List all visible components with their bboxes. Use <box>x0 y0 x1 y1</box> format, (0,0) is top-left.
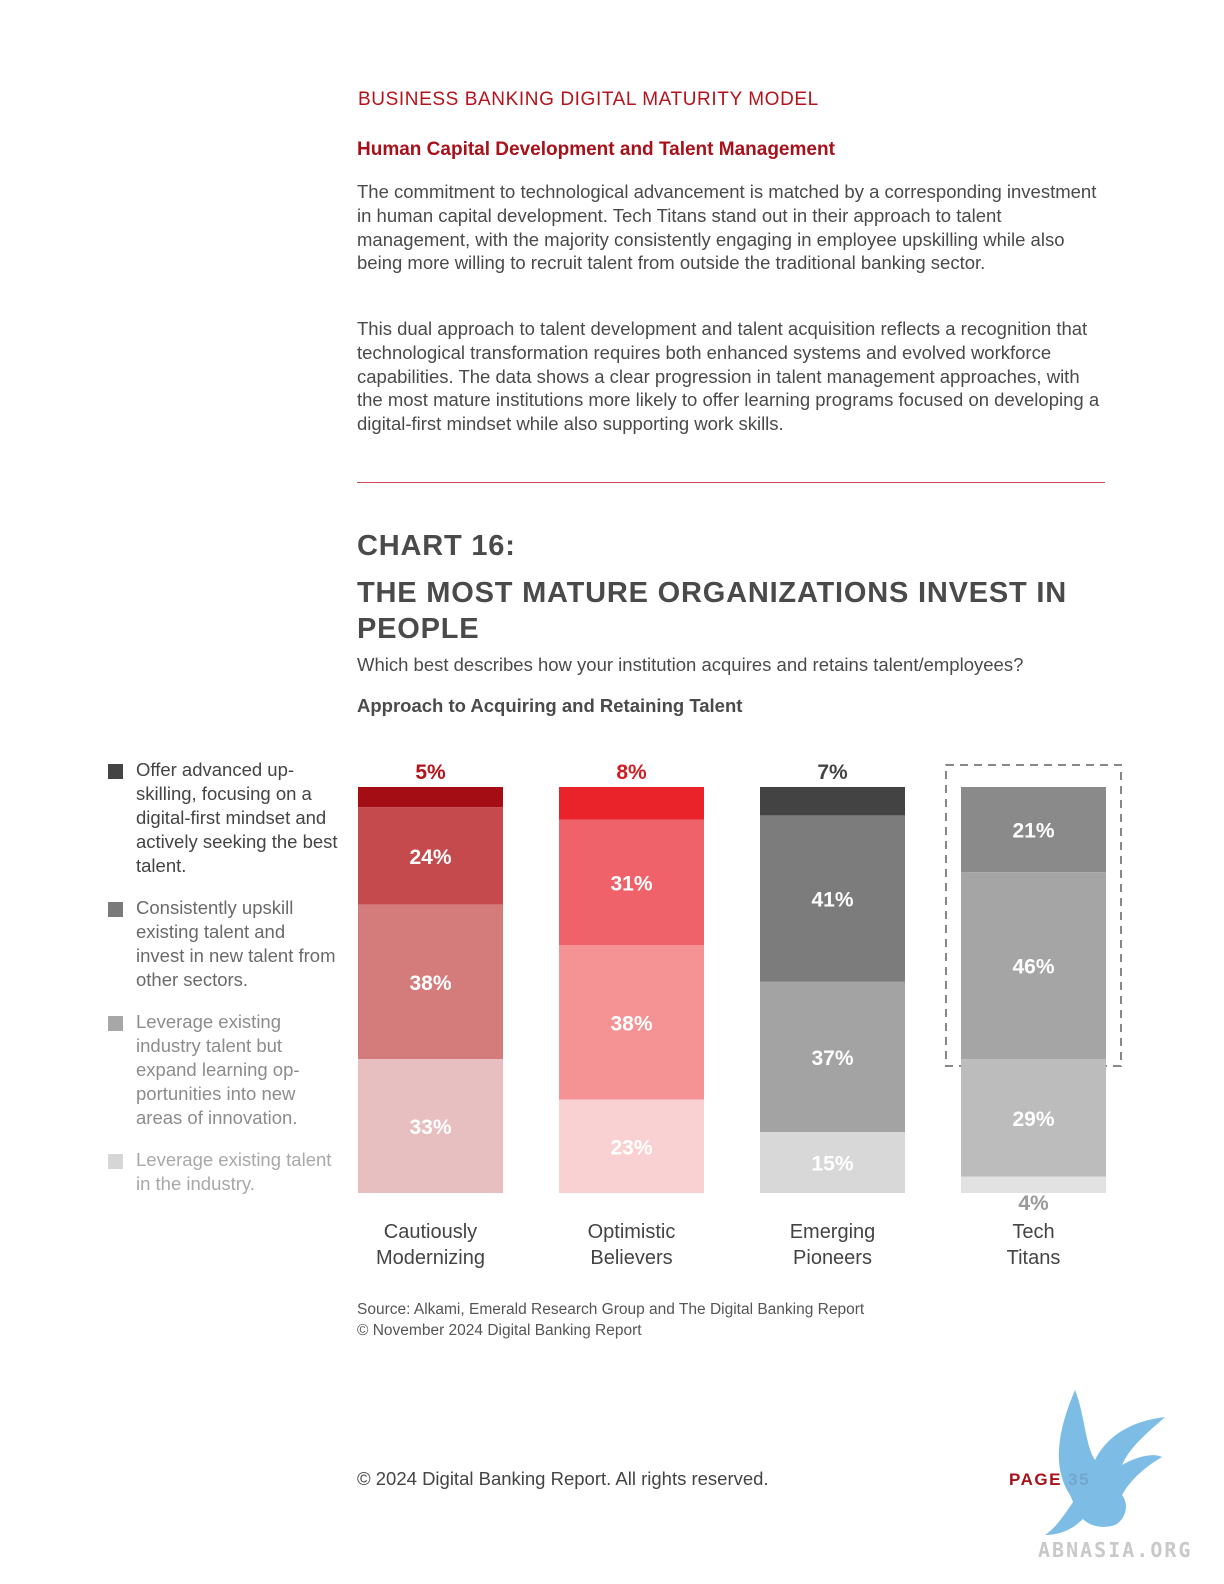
category-label: Titans <box>1007 1247 1061 1269</box>
chart-title: THE MOST MATURE ORGANIZATIONS INVEST IN … <box>357 577 1068 645</box>
data-label: 8% <box>616 761 647 784</box>
data-label: 21% <box>1012 820 1054 843</box>
data-label: 37% <box>811 1047 853 1070</box>
stacked-bar-chart: 5% 24% 38% 33% Cautiously Modernizing 8% 31% 38%… <box>358 761 1122 1269</box>
legend-swatch <box>108 902 123 917</box>
category-label: Believers <box>590 1247 672 1269</box>
section-heading: Human Capital Development and Talent Man… <box>357 139 835 160</box>
watermark-text: ABNASIA.ORG <box>1038 1538 1192 1562</box>
legend-label: Consistently upskill existing talent and… <box>136 897 336 990</box>
bar-segment <box>760 981 905 1133</box>
bar-segment <box>760 815 905 982</box>
griffin-icon <box>1045 1390 1165 1535</box>
category-label: Tech <box>1012 1221 1054 1243</box>
category-label: Modernizing <box>376 1247 485 1269</box>
bar-segment <box>760 787 905 816</box>
legend-swatch <box>108 1154 123 1169</box>
body-paragraph-1: The commitment to technological advancem… <box>357 181 1097 274</box>
source-line: Source: Alkami, Emerald Research Group a… <box>357 1301 865 1318</box>
chart-subtitle: Approach to Acquiring and Retaining Tale… <box>357 695 743 716</box>
data-label: 46% <box>1012 956 1054 979</box>
report-title: BUSINESS BANKING DIGITAL MATURITY MODEL <box>358 89 819 110</box>
copyright-line: © November 2024 Digital Banking Report <box>357 1322 642 1339</box>
bar-segment <box>961 872 1106 1060</box>
chart-question: Which best describes how your institutio… <box>357 654 1024 675</box>
legend-label: Leverage existing industry talent but ex… <box>136 1011 300 1128</box>
watermark-logo: ABNASIA.ORG <box>1038 1390 1192 1562</box>
legend-label: Leverage existing talent in the industry… <box>136 1149 332 1194</box>
data-label: 15% <box>811 1153 853 1176</box>
data-label: 7% <box>817 761 848 784</box>
legend-item: Offer advanced up-skilling, focusing on … <box>108 758 338 878</box>
footer-copyright: © 2024 Digital Banking Report. All right… <box>357 1468 769 1489</box>
bar-segment <box>559 1099 704 1193</box>
category-label: Cautiously <box>384 1221 477 1243</box>
data-label: 41% <box>811 889 853 912</box>
legend-swatch <box>108 1016 123 1031</box>
chart-source: Source: Alkami, Emerald Research Group a… <box>357 1299 864 1341</box>
data-label: 38% <box>610 1012 652 1035</box>
data-label: 38% <box>409 972 451 995</box>
legend-swatch <box>108 764 123 779</box>
bar-segment <box>961 1059 1106 1177</box>
body-paragraph-2: This dual approach to talent development… <box>357 318 1100 435</box>
bar-segment <box>358 904 503 1060</box>
legend-item: Leverage existing industry talent but ex… <box>108 1010 338 1130</box>
bar-segment <box>760 1132 905 1193</box>
data-label: 31% <box>610 872 652 895</box>
section-divider <box>357 482 1105 483</box>
bar-segment <box>559 819 704 946</box>
chart-number: CHART 16: <box>357 530 516 562</box>
category-label: Optimistic <box>588 1221 676 1243</box>
data-label: 5% <box>415 761 446 784</box>
bar-segment <box>559 945 704 1100</box>
legend-item: Leverage existing talent in the industry… <box>108 1148 338 1196</box>
data-label: 29% <box>1012 1108 1054 1131</box>
bar-segment <box>961 787 1106 873</box>
chart-legend: Offer advanced up-skilling, focusing on … <box>108 758 338 1214</box>
bar-segment <box>358 1059 503 1193</box>
data-label: 24% <box>409 846 451 869</box>
bar-segment <box>358 807 503 905</box>
legend-item: Consistently upskill existing talent and… <box>108 896 338 992</box>
legend-label: Offer advanced up-skilling, focusing on … <box>136 759 338 876</box>
category-label: Emerging <box>790 1221 876 1243</box>
bar-segment <box>961 1176 1106 1193</box>
bar-segment <box>358 787 503 808</box>
category-label: Pioneers <box>793 1247 872 1269</box>
data-label: 4% <box>1018 1192 1049 1215</box>
bar-segment <box>559 787 704 820</box>
data-label: 23% <box>610 1136 652 1159</box>
data-label: 33% <box>409 1116 451 1139</box>
